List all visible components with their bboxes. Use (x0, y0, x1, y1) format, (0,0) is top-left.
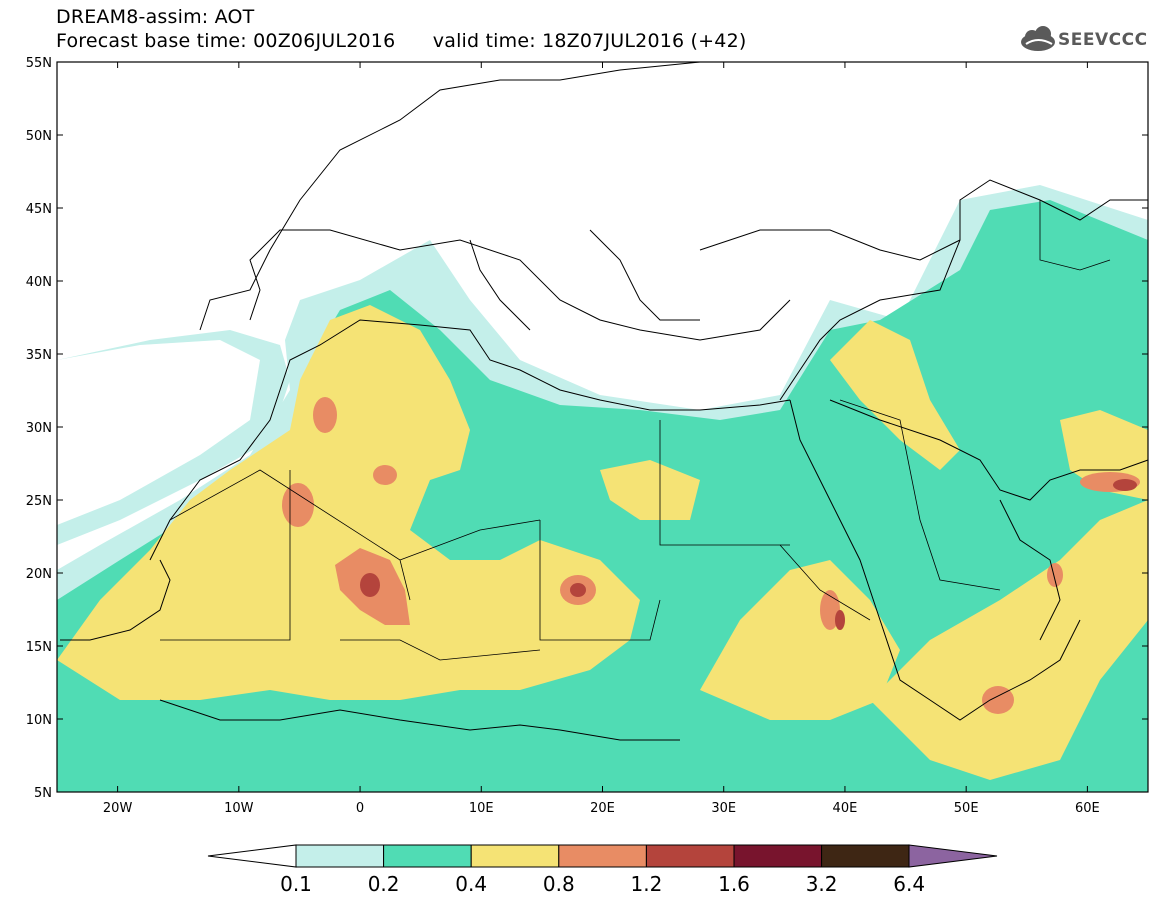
cloud-icon (1021, 26, 1055, 51)
logo-text: SEEVCCC (1058, 30, 1148, 50)
aot-band-1.2 (570, 583, 586, 597)
aot-band-0.4 (600, 460, 700, 520)
aot-band-0.4 (700, 560, 900, 720)
lon-tick-label: 0 (356, 801, 364, 816)
aot-band-1.2 (1113, 479, 1137, 491)
aot-band-0.4 (870, 500, 1148, 780)
aot-band-0.8 (982, 686, 1014, 714)
aot-clear-europe (57, 62, 1148, 400)
colorbar-low-arrow (207, 844, 297, 868)
longitude-axis: 20W 10W 0 10E 20E 30E 40E 50E 60E (103, 62, 1100, 816)
aot-shading (57, 62, 1148, 792)
colorbar-label: 1.2 (630, 872, 663, 896)
colorbar-swatch (295, 844, 385, 868)
colorbar-swatch (558, 844, 647, 868)
colorbar-swatch (821, 844, 910, 868)
colorbar-swatch (733, 844, 823, 868)
colorbar-label: 1.6 (718, 872, 750, 896)
coastlines (60, 61, 1149, 741)
seevccc-logo (1021, 26, 1055, 51)
lon-tick-label: 40E (833, 801, 858, 816)
map-title: DREAM8-assim: AOT (56, 6, 255, 28)
aot-clear-atlantic (57, 340, 260, 525)
lon-tick-label: 10E (469, 801, 494, 816)
lat-tick-label: 55N (26, 56, 52, 71)
lat-tick-label: 40N (26, 275, 52, 290)
colorbar-label: 0.4 (455, 872, 488, 896)
aot-band-0.4 (57, 305, 640, 700)
lon-tick-label: 30E (711, 801, 736, 816)
aot-band-0.8 (313, 397, 337, 433)
lat-tick-label: 45N (26, 202, 52, 217)
aot-band-0.8 (282, 483, 314, 527)
lat-tick-label: 15N (26, 640, 52, 655)
aot-band-0.4 (830, 320, 960, 470)
colorbar-label: 3.2 (805, 872, 838, 896)
colorbar-high-arrow (908, 844, 998, 868)
lat-tick-label: 50N (26, 129, 52, 144)
colorbar (207, 844, 998, 868)
lon-tick-label: 60E (1075, 801, 1100, 816)
aot-band-1.2 (360, 573, 380, 597)
colorbar-label: 6.4 (893, 872, 926, 896)
country-borders (160, 200, 1111, 661)
lat-tick-label: 20N (26, 567, 52, 582)
lat-tick-label: 5N (34, 786, 52, 801)
colorbar-swatch (383, 844, 472, 868)
colorbar-swatch (470, 844, 560, 868)
colorbar-label: 0.2 (367, 872, 400, 896)
forecast-time-label: Forecast base time: 00Z06JUL2016 valid t… (56, 30, 747, 52)
aot-band-0.8 (1047, 563, 1063, 587)
latitude-axis: 55N 50N 45N 40N 35N 30N 25N 20N 15N 10N 5N (26, 56, 1148, 801)
colorbar-swatch (645, 844, 735, 868)
lat-tick-label: 10N (26, 713, 52, 728)
colorbar-label: 0.1 (280, 872, 312, 896)
lon-tick-label: 20E (590, 801, 615, 816)
aot-band-0.8 (373, 465, 397, 485)
lon-tick-label: 20W (103, 801, 133, 816)
aot-band-1.2 (835, 610, 845, 630)
lat-tick-label: 25N (26, 494, 52, 509)
lon-tick-label: 10W (224, 801, 254, 816)
lat-tick-label: 35N (26, 348, 52, 363)
lon-tick-label: 50E (954, 801, 979, 816)
lat-tick-label: 30N (26, 421, 52, 436)
colorbar-label: 0.8 (542, 872, 575, 896)
